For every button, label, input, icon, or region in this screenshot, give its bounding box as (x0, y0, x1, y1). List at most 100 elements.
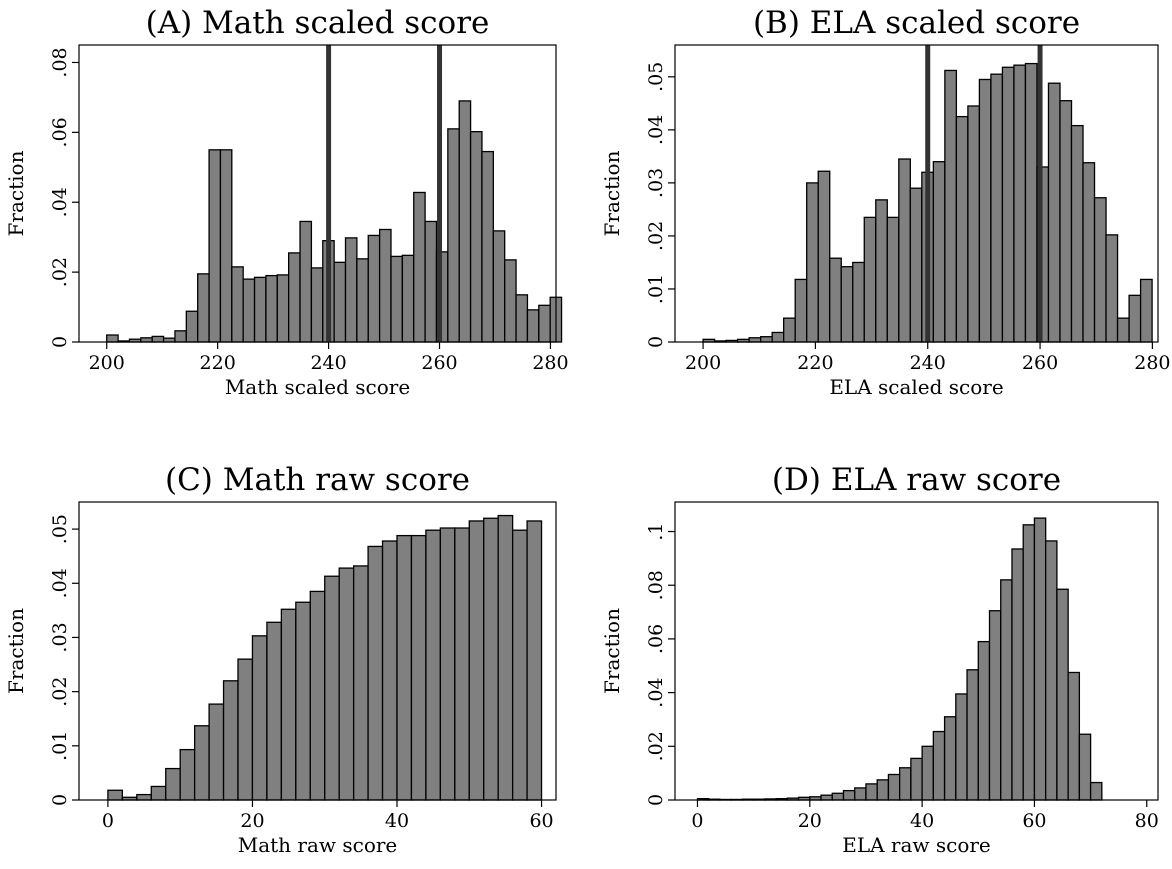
bar (193, 725, 210, 801)
bar (174, 330, 187, 343)
bars-c (107, 514, 543, 801)
bar (378, 228, 392, 343)
bar (511, 529, 528, 801)
bar (831, 792, 845, 801)
bar (324, 575, 340, 801)
bar (817, 170, 831, 343)
bar (468, 520, 485, 801)
y-tick-label: .01 (49, 731, 71, 761)
bar (944, 69, 958, 343)
bar (333, 261, 347, 343)
bar (820, 794, 833, 801)
bar (367, 545, 384, 801)
y-tick-label: .03 (49, 622, 71, 652)
x-tick-label: 240 (910, 352, 946, 374)
bar (1000, 579, 1013, 801)
bar (276, 274, 290, 343)
y-tick-label: .04 (49, 187, 71, 217)
x-axis-label: ELA raw score (842, 833, 991, 857)
bar (794, 278, 808, 343)
bar (955, 115, 969, 343)
bars-d (696, 517, 1103, 801)
y-tick-label: .1 (645, 522, 667, 540)
bar (875, 199, 888, 343)
bar (1011, 548, 1024, 801)
bar (356, 258, 369, 343)
bar (492, 230, 506, 343)
bar (909, 187, 923, 343)
bar (943, 716, 957, 801)
y-axis-label: Fraction (4, 608, 28, 694)
bar (526, 309, 540, 343)
bar (265, 274, 278, 343)
plot-frame (674, 44, 1159, 343)
bar (760, 336, 773, 343)
y-tick-label: .05 (645, 62, 667, 92)
bar (266, 621, 283, 801)
x-tick-label: 280 (1134, 352, 1170, 374)
panel-d: 0 20 40 60 80 0 .02 .04 .06 .08 .1 ELA raw score Fra… (600, 462, 1159, 857)
bar (208, 149, 222, 343)
bar (1022, 524, 1036, 801)
bar (910, 757, 923, 801)
bar (829, 257, 842, 343)
x-tick-label: 20 (240, 810, 264, 832)
panel-a: 200 220 240 260 280 0 .02 .04 .06 .08 Math scaled … (4, 5, 569, 399)
y-tick-label: 0 (49, 794, 71, 806)
x-axis-label: Math scaled score (225, 375, 410, 399)
bar (1067, 671, 1081, 801)
bar (854, 787, 867, 801)
chart-title: (B) ELA scaled score (753, 5, 1080, 41)
bar (1093, 197, 1107, 343)
bar (231, 266, 244, 343)
bars-a (106, 100, 563, 343)
bar (1105, 234, 1119, 343)
bar (140, 337, 153, 343)
bar (396, 534, 413, 801)
x-axis-label: Math raw score (238, 833, 398, 857)
bar (150, 785, 167, 801)
y-tick-label: 0 (645, 336, 667, 348)
bar (863, 216, 877, 343)
chart-title: (A) Math scaled score (146, 5, 490, 41)
bar (1082, 162, 1096, 343)
bar (483, 517, 499, 801)
y-tick-label: .04 (49, 568, 71, 598)
bar (840, 266, 854, 343)
bar (413, 191, 426, 343)
bar (806, 182, 819, 343)
bar (1070, 124, 1084, 343)
chart-title: (D) ELA raw score (772, 462, 1061, 498)
x-tick-label: 40 (910, 810, 934, 832)
x-tick-label: 80 (1135, 810, 1159, 832)
bar (515, 294, 529, 343)
bar (887, 773, 901, 801)
bar (865, 783, 878, 801)
bar (538, 304, 551, 343)
y-tick-label: .06 (645, 624, 667, 654)
plot-frame (674, 501, 1159, 801)
bar (458, 100, 472, 343)
y-tick-label: .01 (645, 274, 667, 304)
bar (425, 529, 442, 801)
chart-title: (C) Math raw score (165, 462, 470, 498)
bar (1116, 317, 1130, 343)
y-tick-label: 0 (645, 794, 667, 806)
bar (310, 267, 324, 343)
bar (208, 703, 225, 801)
bar (106, 334, 119, 343)
bar (179, 748, 196, 801)
bar (288, 252, 301, 343)
bar (338, 567, 355, 801)
bar (876, 779, 890, 801)
y-tick-label: .02 (645, 221, 667, 251)
bar (1013, 64, 1027, 343)
bar (454, 527, 470, 801)
y-tick-label: .02 (49, 677, 71, 707)
bar (1059, 100, 1073, 343)
x-tick-label: 200 (685, 352, 721, 374)
y-tick-label: .02 (645, 731, 667, 761)
bar (526, 520, 543, 801)
bar (1047, 82, 1061, 343)
bar (1001, 66, 1015, 343)
